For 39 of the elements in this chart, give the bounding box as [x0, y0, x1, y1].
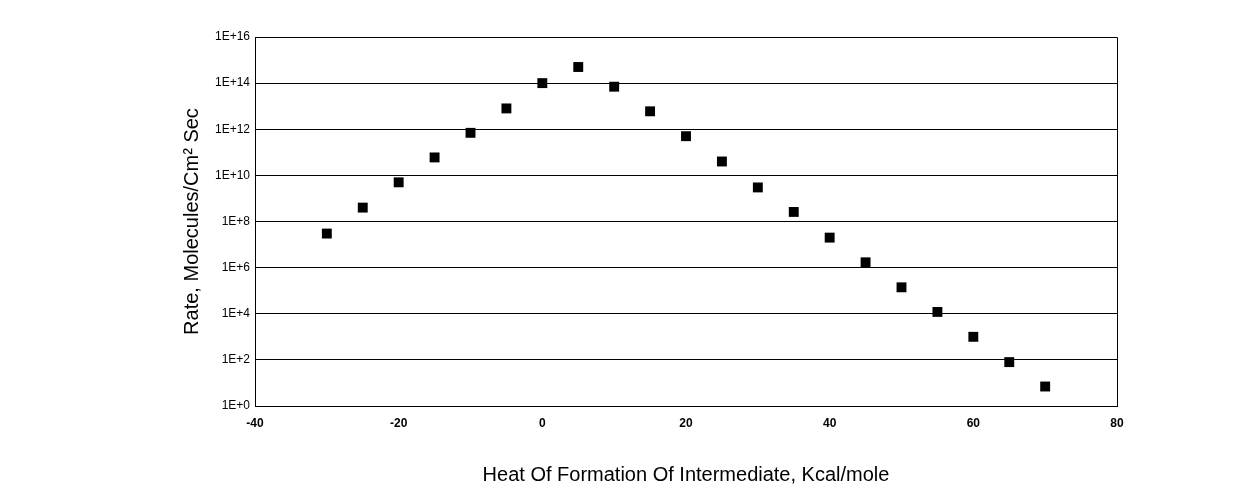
point: [573, 62, 584, 72]
point: [1040, 381, 1051, 392]
point: [681, 131, 691, 142]
point: [752, 182, 763, 193]
point: [357, 202, 368, 213]
x-tick-label: 20: [679, 415, 693, 430]
point: [968, 331, 979, 342]
y-tick-label: 1E+10: [214, 167, 251, 182]
x-tick-label: -20: [389, 415, 408, 430]
point: [788, 206, 799, 217]
point: [465, 127, 476, 138]
y-tick-label: 1E+2: [221, 352, 251, 367]
y-tick-label: 1E+12: [214, 121, 251, 136]
x-axis-title: Heat Of Formation Of Intermediate, Kcal/mole: [482, 462, 890, 485]
x-tick-label: 40: [822, 415, 837, 430]
y-tick-label: 1E+4: [221, 306, 251, 321]
point: [609, 81, 620, 92]
y-tick-label: 1E+0: [221, 398, 251, 413]
y-tick-label: 1E+6: [221, 259, 251, 274]
point: [1004, 357, 1015, 368]
x-tick-label: 80: [1110, 415, 1124, 430]
x-tick-label: 0: [538, 415, 546, 430]
point: [645, 106, 656, 117]
point: [321, 228, 332, 239]
y-tick-label: 1E+8: [221, 213, 251, 228]
y-tick-label: 1E+14: [214, 75, 251, 90]
point: [393, 177, 404, 188]
point: [429, 152, 440, 163]
point: [932, 306, 943, 317]
y-axis-title: Rate, Molecules/Cm² Sec: [179, 108, 202, 335]
point: [716, 156, 727, 167]
point: [501, 103, 512, 114]
x-tick-label: 60: [966, 415, 981, 430]
point: [860, 257, 871, 268]
point: [537, 78, 548, 89]
point: [896, 282, 907, 293]
x-tick-label: -40: [246, 415, 264, 430]
point: [824, 232, 835, 243]
y-tick-label: 1E+16: [214, 29, 251, 44]
